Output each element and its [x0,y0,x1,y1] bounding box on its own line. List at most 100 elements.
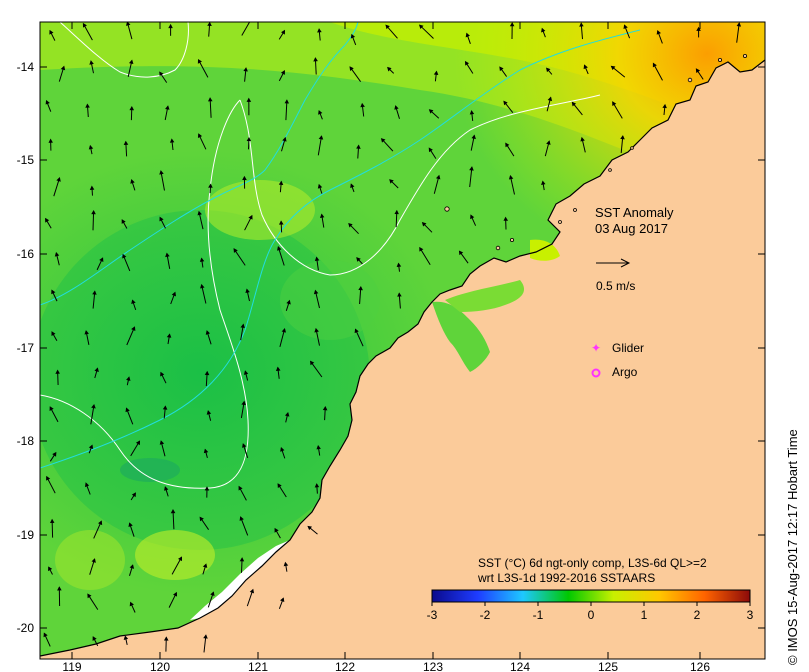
velocity-arrowhead [165,252,170,258]
velocity-arrowhead [277,483,282,488]
velocity-arrowhead [56,177,61,182]
velocity-arrow [171,557,182,575]
velocity-arrowhead [286,299,291,305]
velocity-arrowhead [316,444,321,450]
velocity-arrowhead [49,518,55,524]
velocity-arrowhead [248,214,253,220]
velocity-arrow [160,171,165,191]
velocity-arrowhead [131,326,136,332]
velocity-arrowhead [435,174,441,180]
colorbar-tick-label: -3 [427,608,438,622]
velocity-arrowhead [128,59,134,65]
velocity-arrowhead [49,406,54,411]
glider-marker: ✦ [591,341,601,355]
velocity-arrowhead [46,475,51,481]
velocity-arrowhead [313,289,319,295]
velocity-arrowhead [318,135,324,140]
colorbar-tick-label: 2 [694,608,701,622]
velocity-arrow [92,210,95,231]
colorbar-tick-label: 0 [588,608,595,622]
velocity-arrowhead [652,62,657,68]
velocity-arrowhead [428,147,433,153]
velocity-arrowhead [164,486,169,491]
velocity-arrowhead [126,376,131,381]
velocity-arrowhead [48,138,53,143]
sea-field [40,22,765,659]
velocity-arrowhead [126,22,131,26]
velocity-arrowhead [246,97,252,102]
map-title-line1: SST Anomaly [595,205,674,220]
velocity-arrowhead [48,566,53,572]
current-velocity-arrows [43,22,742,653]
velocity-arrowhead [233,248,238,253]
velocity-arrowhead [350,183,355,189]
velocity-arrowhead [241,400,246,406]
velocity-arrowhead [165,105,170,110]
y-axis-tick-label: -14 [17,60,35,74]
velocity-arrowhead [314,483,320,488]
x-axis-tick-label: 121 [248,660,268,672]
velocity-arrowhead [356,257,361,262]
velocity-arrowhead [471,134,476,140]
velocity-arrow [240,516,249,536]
velocity-arrowhead [129,601,134,607]
velocity-arrowhead [55,369,60,374]
argo-label: Argo [612,365,638,379]
velocity-arrowhead [159,170,164,175]
velocity-arrowhead [505,142,510,148]
velocity-arrowhead [322,405,328,411]
velocity-arrowhead [121,219,126,224]
velocity-arrowhead [282,136,287,142]
velocity-arrowhead [620,135,625,140]
velocity-arrowhead [546,140,551,145]
velocity-arrow [126,327,135,346]
x-axis-tick-label: 119 [62,660,81,672]
velocity-arrowhead [57,586,62,591]
colorbar-tick-label: -2 [480,608,491,622]
velocity-arrowhead [428,109,434,114]
velocity-arrowhead [123,635,129,641]
velocity-arrowhead [465,32,470,38]
colorbar-tick-label: -1 [533,608,544,622]
velocity-arrowhead [696,26,701,31]
velocity-arrowhead [579,22,584,27]
velocity-arrowhead [85,103,90,108]
velocity-arrowhead [419,246,424,252]
velocity-arrowhead [509,22,515,27]
velocity-arrowhead [583,64,588,70]
velocity-arrowhead [210,591,215,596]
velocity-arrowhead [499,66,504,72]
velocity-arrowhead [280,70,285,75]
velocity-arrowhead [281,29,286,35]
velocity-arrowhead [207,22,212,27]
colorbar-gradient [431,589,751,603]
velocity-arrowhead [91,209,96,215]
colorbar-caption-line2: wrt L3S-1d 1992-2016 SSTAARS [477,571,655,585]
velocity-arrowhead [623,24,628,29]
credit-text: © IMOS 15-Aug-2017 12:17 Hobart Time [785,429,800,665]
velocity-arrowhead [277,246,282,251]
velocity-arrowhead [612,101,617,106]
velocity-arrowhead [317,28,322,33]
velocity-arrowhead [171,291,177,297]
velocity-arrowhead [202,563,208,568]
velocity-arrowhead [278,180,284,185]
x-axis-tick-label: 120 [150,660,170,672]
velocity-arrowhead [82,22,87,28]
y-axis-tick-label: -17 [17,341,35,355]
velocity-arrowhead [84,330,89,335]
land-mass [40,60,765,659]
velocity-arrowhead [354,328,359,334]
x-axis-tick-label: 126 [690,660,710,672]
velocity-arrowhead [280,597,285,602]
velocity-arrowhead [310,360,315,366]
x-axis-tick-label: 123 [423,660,443,672]
velocity-arrow [317,136,322,156]
velocity-arrowhead [84,482,90,488]
velocity-arrowhead [318,110,323,115]
velocity-arrowhead [159,71,164,77]
velocity-arrowhead [394,105,399,110]
velocity-arrowhead [199,516,204,522]
velocity-arrowhead [433,70,439,75]
velocity-arrowhead [284,411,290,417]
